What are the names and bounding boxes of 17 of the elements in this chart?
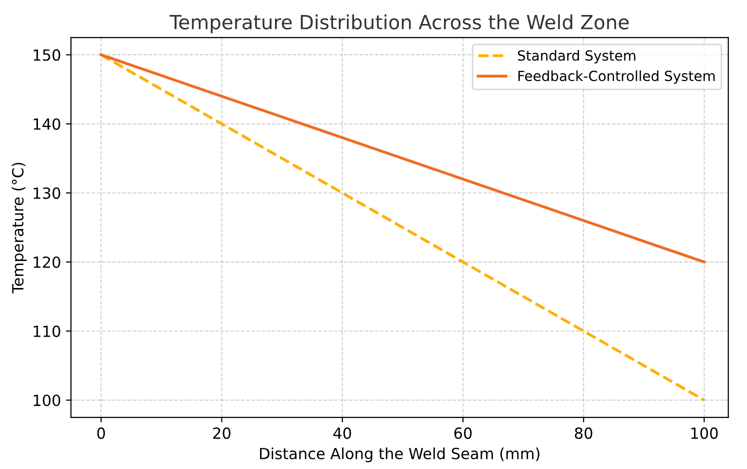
x-axis-title: Distance Along the Weld Seam (mm) — [260, 447, 540, 462]
y-tick-label: 140 — [34, 118, 60, 130]
legend-label: Standard System — [518, 50, 636, 64]
y-tick-label: 150 — [34, 49, 60, 61]
y-tick-label: 120 — [34, 256, 60, 268]
legend-label: Feedback-Controlled System — [518, 70, 715, 84]
y-axis-title: Temperature (°C) — [12, 162, 27, 294]
x-tick-label: 100 — [691, 427, 718, 439]
x-tick-label: 20 — [213, 427, 230, 439]
x-tick-label: 0 — [97, 427, 105, 439]
x-tick-label: 60 — [454, 427, 472, 439]
x-tick-label: 40 — [333, 427, 352, 439]
y-tick-label: 110 — [34, 326, 60, 338]
chart-title: Temperature Distribution Across the Weld Zone — [170, 14, 629, 34]
y-tick-label: 130 — [34, 187, 60, 199]
x-tick-label: 80 — [574, 427, 592, 439]
y-tick-label: 100 — [34, 394, 60, 406]
